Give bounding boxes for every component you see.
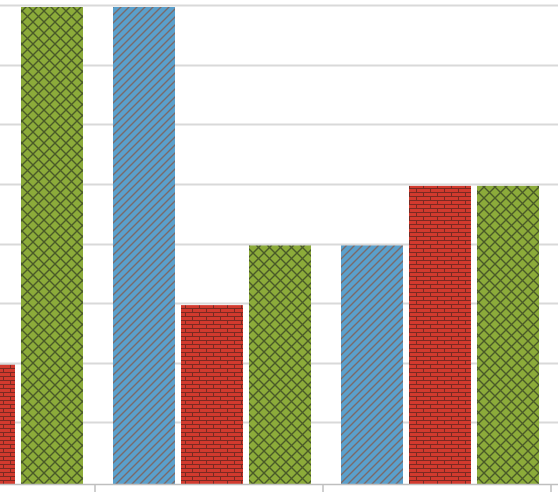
bars bbox=[0, 7, 539, 484]
bar bbox=[249, 245, 311, 484]
bar bbox=[409, 185, 471, 484]
bar bbox=[341, 245, 403, 484]
bar bbox=[181, 305, 243, 484]
bar bbox=[477, 185, 539, 484]
bar bbox=[21, 7, 83, 484]
bar bbox=[113, 7, 175, 484]
bar bbox=[0, 364, 15, 484]
x-axis bbox=[0, 483, 558, 492]
